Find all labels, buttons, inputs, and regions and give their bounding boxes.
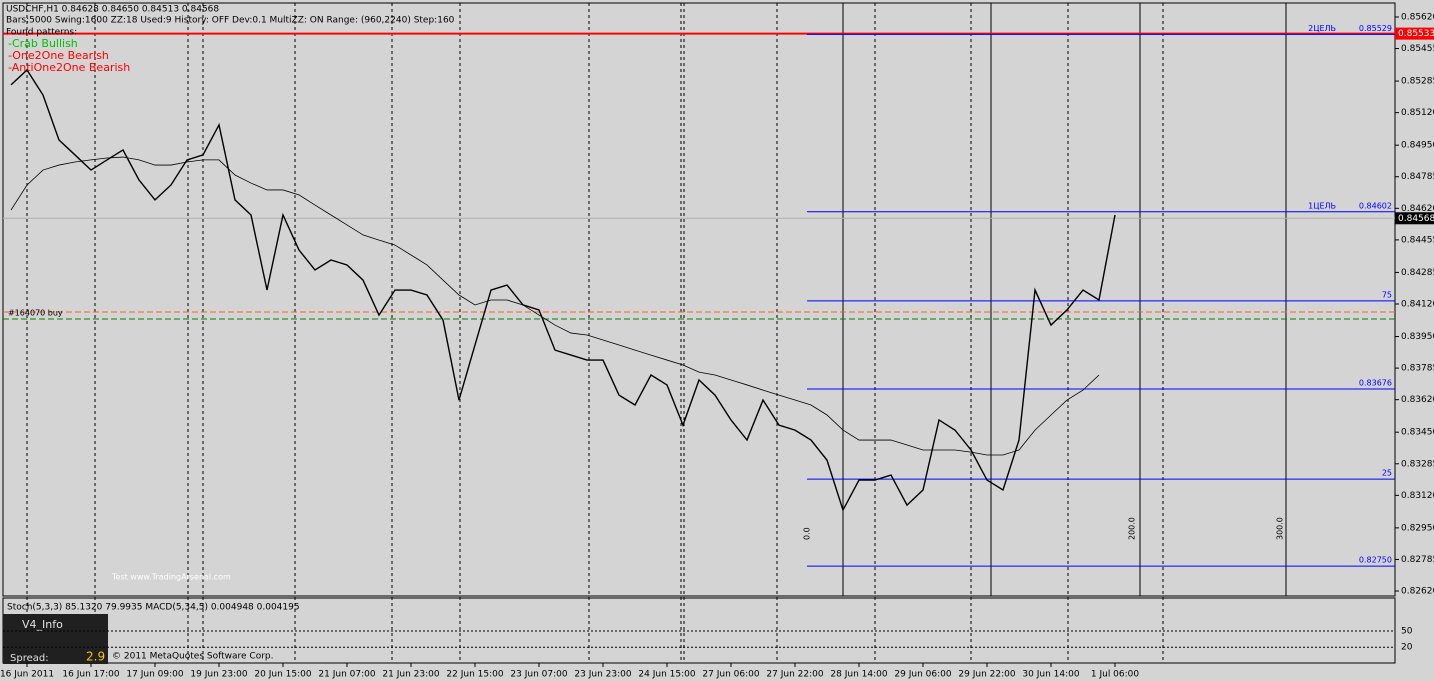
y-tick-label: 0.84785	[1401, 172, 1434, 182]
pattern-name: -AntiOne2One Bearish	[8, 61, 130, 74]
price-box	[1395, 27, 1434, 40]
info-box	[3, 614, 108, 664]
indicator-title: Stoch(5,3,3) 85.1320 79.9935 MACD(5,34,5…	[7, 603, 300, 613]
price-box-label: 0.85533	[1398, 29, 1434, 39]
x-tick-label: 23 Jun 23:00	[574, 670, 631, 680]
price-pane	[2, 2, 1396, 597]
level-name: 2ЦЕЛЬ	[1308, 24, 1336, 33]
x-tick-label: 27 Jun 06:00	[702, 670, 759, 680]
plot-layer	[3, 3, 1395, 663]
y-tick-label: 0.84285	[1401, 268, 1434, 278]
x-tick-label: 21 Jun 23:00	[382, 670, 439, 680]
symbol-line: USDCHF,H1 0.84628 0.84650 0.84513 0.8456…	[6, 5, 219, 15]
x-tick-label: 19 Jun 23:00	[190, 670, 247, 680]
level-label: 25	[1382, 469, 1392, 478]
level-label: 0.84602	[1359, 201, 1392, 210]
x-tick-label: 29 Jun 06:00	[894, 670, 951, 680]
pattern-name: -Crab Bullish	[8, 37, 78, 50]
x-tick-label: 17 Jun 09:00	[126, 670, 183, 680]
x-tick-label: 29 Jun 22:00	[958, 670, 1015, 680]
y-tick-label: 0.82785	[1401, 555, 1434, 565]
info-title: V4_Info	[22, 618, 63, 631]
spread-label: Spread:	[10, 653, 49, 664]
current-price-label: 0.84568	[1398, 214, 1434, 224]
watermark: Test www.TradingArsenal.com	[111, 573, 231, 582]
vertical-label: 0.0	[803, 527, 812, 540]
x-tick-label: 23 Jun 07:00	[510, 670, 567, 680]
y-tick-label: 0.85455	[1401, 44, 1434, 54]
settings-line: Bars:5000 Swing:1600 ZZ:18 Used:9 Histor…	[6, 16, 455, 26]
copyright: © 2011 MetaQuotes Software Corp.	[112, 652, 273, 662]
x-tick-label: 22 Jun 15:00	[446, 670, 503, 680]
y-tick-label: 0.85285	[1401, 77, 1434, 87]
level-name: 1ЦЕЛЬ	[1308, 201, 1336, 210]
y-tick-label: 0.83285	[1401, 459, 1434, 469]
x-tick-label: 16 Jun 2011	[0, 670, 54, 680]
order-label: #164070 buy	[8, 309, 63, 318]
level-label: 0.85529	[1359, 24, 1392, 33]
x-tick-label: 28 Jun 14:00	[830, 670, 887, 680]
level-label: 75	[1382, 290, 1392, 299]
patterns-title: Found patterns:	[6, 28, 77, 38]
x-tick-label: 27 Jun 22:00	[766, 670, 823, 680]
x-tick-label: 16 Jun 17:00	[62, 670, 119, 680]
x-tick-label: 1 Jul 06:00	[1091, 670, 1140, 680]
price-line	[10, 156, 1100, 456]
pattern-name: -One2One Bearish	[8, 49, 109, 62]
y-tick-label: 0.84455	[1401, 235, 1434, 245]
level-label: 0.82750	[1359, 556, 1392, 565]
x-tick-label: 21 Jun 07:00	[318, 670, 375, 680]
y-tick-label: 0.83785	[1401, 364, 1434, 374]
x-tick-label: 20 Jun 15:00	[254, 670, 311, 680]
vertical-label: 200.0	[1128, 517, 1137, 540]
x-tick-label: 30 Jun 14:00	[1022, 670, 1079, 680]
indicator-tick-label: 20	[1401, 643, 1413, 653]
price-line	[10, 68, 1116, 512]
vertical-label: 300.0	[1276, 517, 1285, 540]
price-box	[1395, 212, 1434, 225]
x-tick-label: 24 Jun 15:00	[638, 670, 695, 680]
indicator-tick-label: 50	[1401, 627, 1413, 637]
spread-value: 2.9	[86, 650, 105, 664]
level-label: 0.83676	[1359, 378, 1392, 387]
